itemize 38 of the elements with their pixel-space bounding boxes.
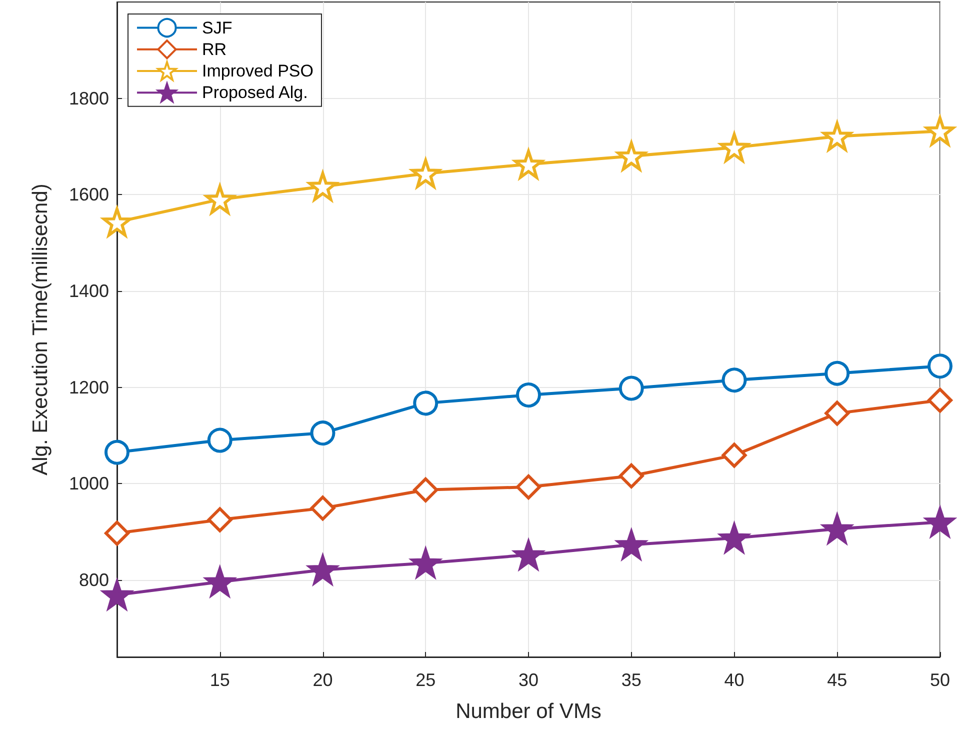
y-tick-label: 1200 [68,377,109,398]
legend-label: RR [202,40,227,59]
legend-label: SJF [202,18,232,38]
x-tick-label: 20 [312,670,333,690]
x-tick-label: 45 [827,670,848,690]
y-tick-label: 800 [78,570,109,590]
x-axis-title: Number of VMs [456,700,602,723]
x-tick-label: 15 [210,670,230,690]
x-tick-label: 35 [621,670,642,690]
point [516,382,541,408]
point [104,520,130,546]
y-tick-label: 1000 [68,474,109,494]
x-tick-label: 25 [416,670,436,690]
point [207,507,232,532]
point [618,376,644,401]
point [928,388,952,413]
point [928,354,952,379]
point [310,420,336,446]
point [824,400,850,426]
y-tick-label: 1600 [68,184,109,205]
point [310,496,336,521]
y-tick-label: 1400 [68,280,109,301]
point [722,442,747,468]
point [516,474,541,500]
x-tick-label: 50 [930,670,950,690]
point [413,477,438,502]
y-axis-title: Alg. Execution Time(millisecnd) [29,184,52,476]
x-tick-label: 40 [724,670,744,690]
point [824,360,850,386]
point [104,440,130,465]
legend-label: Improved PSO [202,62,314,80]
point [618,463,644,488]
point [722,368,747,393]
y-tick-label: 1800 [68,88,109,108]
legend-label: Proposed Alg. [202,83,308,102]
x-tick-label: 30 [518,670,539,690]
point [207,428,232,453]
point [413,390,438,416]
